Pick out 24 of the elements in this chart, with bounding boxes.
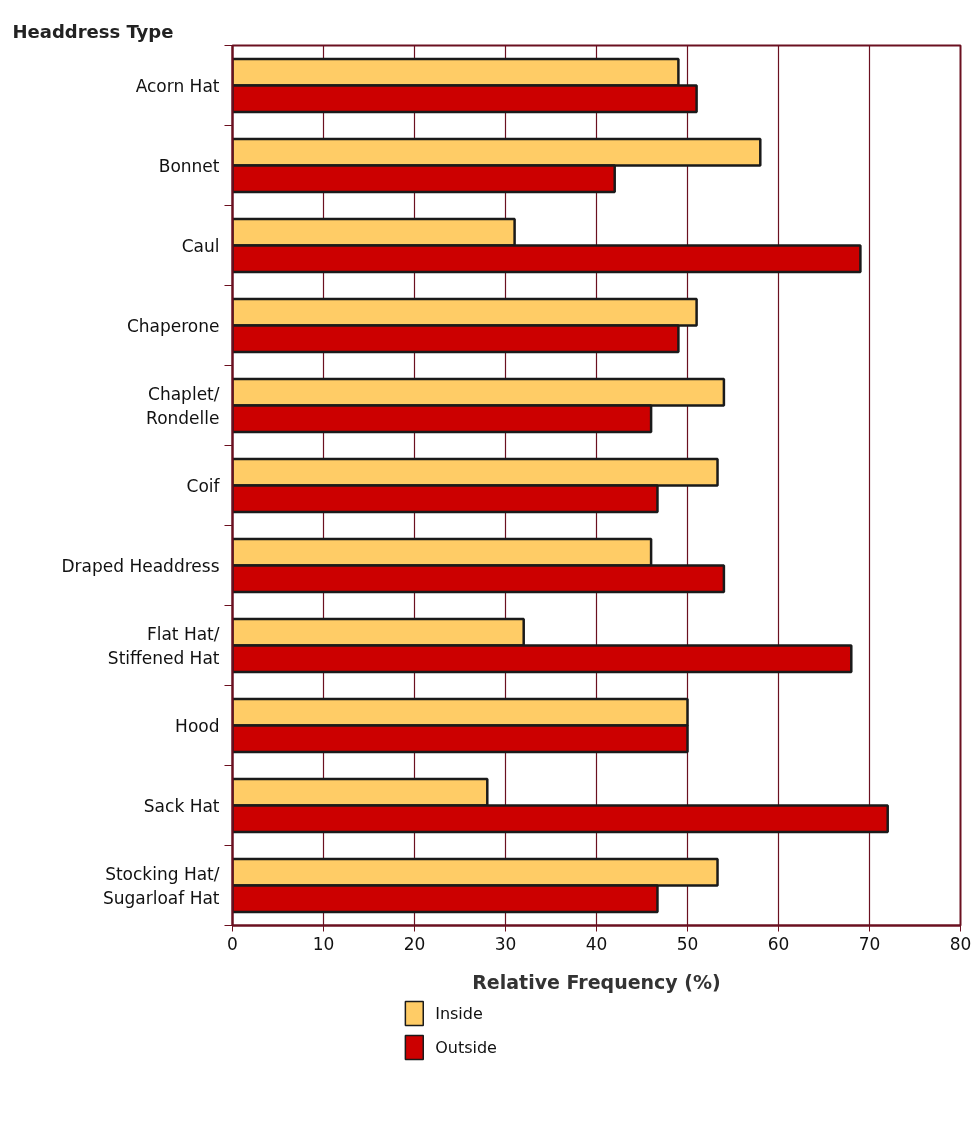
- chart-title: Headdress Type: [12, 20, 174, 42]
- x-tick-label: 70: [858, 933, 881, 954]
- x-tick-label: 10: [312, 933, 335, 954]
- x-tick-label: 20: [403, 933, 426, 954]
- y-tick-label: Hood: [175, 715, 220, 736]
- x-axis-title: Relative Frequency (%): [472, 970, 721, 993]
- y-tick-label: Bonnet: [158, 155, 220, 176]
- x-tick-label: 0: [227, 933, 238, 954]
- x-tick-label: 80: [949, 933, 972, 954]
- y-tick-label: Acorn Hat: [135, 75, 220, 96]
- legend-label: Inside: [435, 1004, 483, 1023]
- y-tick-label: Draped Headdress: [61, 555, 220, 576]
- x-tick-label: 60: [767, 933, 790, 954]
- x-tick-label: 50: [676, 933, 699, 954]
- x-tick-label: 30: [494, 933, 517, 954]
- y-tick-label: Flat Hat/ Stiffened Hat: [107, 623, 220, 668]
- y-tick-label: Coif: [186, 475, 221, 496]
- y-tick-label: Stocking Hat/ Sugarloaf Hat: [102, 863, 220, 908]
- y-tick-label: Caul: [181, 235, 220, 256]
- y-tick-label: Chaplet/ Rondelle: [146, 383, 220, 428]
- x-tick-label: 40: [585, 933, 608, 954]
- y-tick-label: Chaperone: [126, 315, 220, 336]
- legend-label: Outside: [435, 1038, 497, 1057]
- y-tick-label: Sack Hat: [143, 795, 220, 816]
